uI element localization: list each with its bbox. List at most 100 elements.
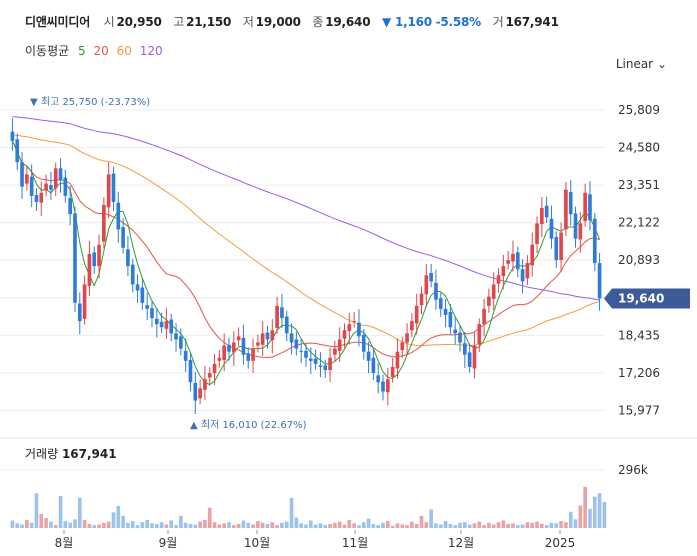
volume-bar <box>491 524 496 528</box>
candle <box>207 373 212 378</box>
scale-mode-selector[interactable]: Linear ⌄ <box>616 57 667 71</box>
candle <box>453 329 458 334</box>
stock-header: 디앤씨미디어 시 20,950 고 21,150 저 19,000 종 19,640 ▼… <box>25 13 567 30</box>
volume-bar <box>434 523 438 528</box>
volume-bar <box>424 522 429 528</box>
candle <box>573 213 578 239</box>
candle <box>20 162 24 187</box>
candle <box>179 336 183 349</box>
volume-bar <box>111 512 116 528</box>
volume-bar <box>299 523 304 528</box>
last-price-label: 19,640 <box>618 292 664 306</box>
volume-bar <box>506 523 510 528</box>
candle <box>347 324 352 332</box>
candle <box>126 249 130 267</box>
high-value: 21,150 <box>186 15 232 29</box>
volume-bar <box>602 501 607 528</box>
volume-bar <box>304 524 308 528</box>
volume-bar <box>102 522 106 528</box>
ma-legend-title: 이동평균 <box>25 44 70 58</box>
candle <box>284 316 289 334</box>
volume-bar <box>419 515 424 528</box>
candle <box>68 198 72 215</box>
volume-bar <box>559 521 563 528</box>
annotations: ▼ 최고 25,750 (-23.73%) ▲ 최저 16,010 (22.67%… <box>30 96 307 431</box>
y-axis: 25,809 24,580 23,351 22,122 20,893 18,435 17,2… <box>604 103 690 417</box>
candle <box>227 344 231 352</box>
chevron-down-icon: ⌄ <box>656 57 667 71</box>
volume-bar <box>482 525 486 528</box>
ma-legend-60: 60 <box>116 44 132 58</box>
volume-bar <box>342 524 347 528</box>
y-tick-label: 22,122 <box>618 216 660 230</box>
candle <box>251 348 255 361</box>
volume-bar <box>126 522 130 528</box>
volume-bar <box>63 521 68 528</box>
candle <box>183 350 188 361</box>
candle <box>299 350 304 352</box>
y-tick-label: 15,977 <box>618 403 660 417</box>
candle <box>366 351 371 361</box>
candle <box>568 192 573 215</box>
candle <box>130 264 135 285</box>
candle <box>472 345 477 369</box>
volume-bar <box>135 525 140 528</box>
volume-bar <box>443 521 448 528</box>
volume-bar <box>597 493 602 528</box>
candle <box>578 223 583 240</box>
volume-bar <box>58 496 63 528</box>
candle <box>438 298 443 309</box>
volume-bar <box>198 521 202 528</box>
volume-bar <box>260 522 265 528</box>
y-tick-label: 18,435 <box>618 328 660 342</box>
candle <box>361 334 366 352</box>
x-tick-label: 12월 <box>448 536 474 550</box>
candle <box>506 260 510 264</box>
volume-bar <box>217 524 222 528</box>
candle <box>554 237 559 260</box>
volume-bar <box>145 519 149 528</box>
candle <box>102 205 106 242</box>
volume-bar <box>328 523 332 528</box>
volume-bar <box>25 519 29 528</box>
volume-bar <box>116 505 121 528</box>
candle <box>443 308 448 315</box>
candle <box>198 388 202 399</box>
volume-bar <box>212 522 217 528</box>
candle <box>559 232 563 260</box>
volume-bar <box>544 525 549 528</box>
x-axis: 8월 9월 10월 11월 12월 2025 <box>55 530 575 550</box>
volume-value: 167,941 <box>505 15 559 29</box>
volume-title-value: 167,941 <box>61 447 117 461</box>
volume-bar <box>164 524 169 528</box>
volume-title-label: 거래량 <box>25 447 59 461</box>
candle <box>92 252 97 267</box>
max-price-annotation: ▼ 최고 25,750 (-23.73%) <box>30 96 150 108</box>
volume-bar <box>193 524 198 528</box>
candle <box>376 375 381 383</box>
volume-bar <box>183 522 188 528</box>
candle <box>63 177 68 196</box>
volume-bar <box>313 524 318 528</box>
volume-bar <box>140 522 145 528</box>
candle <box>73 213 77 303</box>
volume-bar <box>366 518 371 528</box>
volume-bar <box>448 523 453 528</box>
candle <box>592 218 597 264</box>
candle <box>97 244 101 267</box>
candle <box>371 357 376 374</box>
candle <box>385 379 390 393</box>
candle <box>294 339 299 349</box>
candle <box>400 342 405 351</box>
volume-bar <box>352 523 356 528</box>
volume-bar <box>207 507 212 528</box>
volume-bar <box>520 524 525 528</box>
volume-bar <box>405 525 409 528</box>
volume-bar <box>578 505 583 528</box>
change-value: ▼ 1,160 <box>381 15 432 29</box>
volume-panel-title: 거래량 167,941 <box>25 445 117 462</box>
volume-bar <box>337 521 342 528</box>
stock-name: 디앤씨미디어 <box>25 15 91 29</box>
candle <box>154 318 159 325</box>
